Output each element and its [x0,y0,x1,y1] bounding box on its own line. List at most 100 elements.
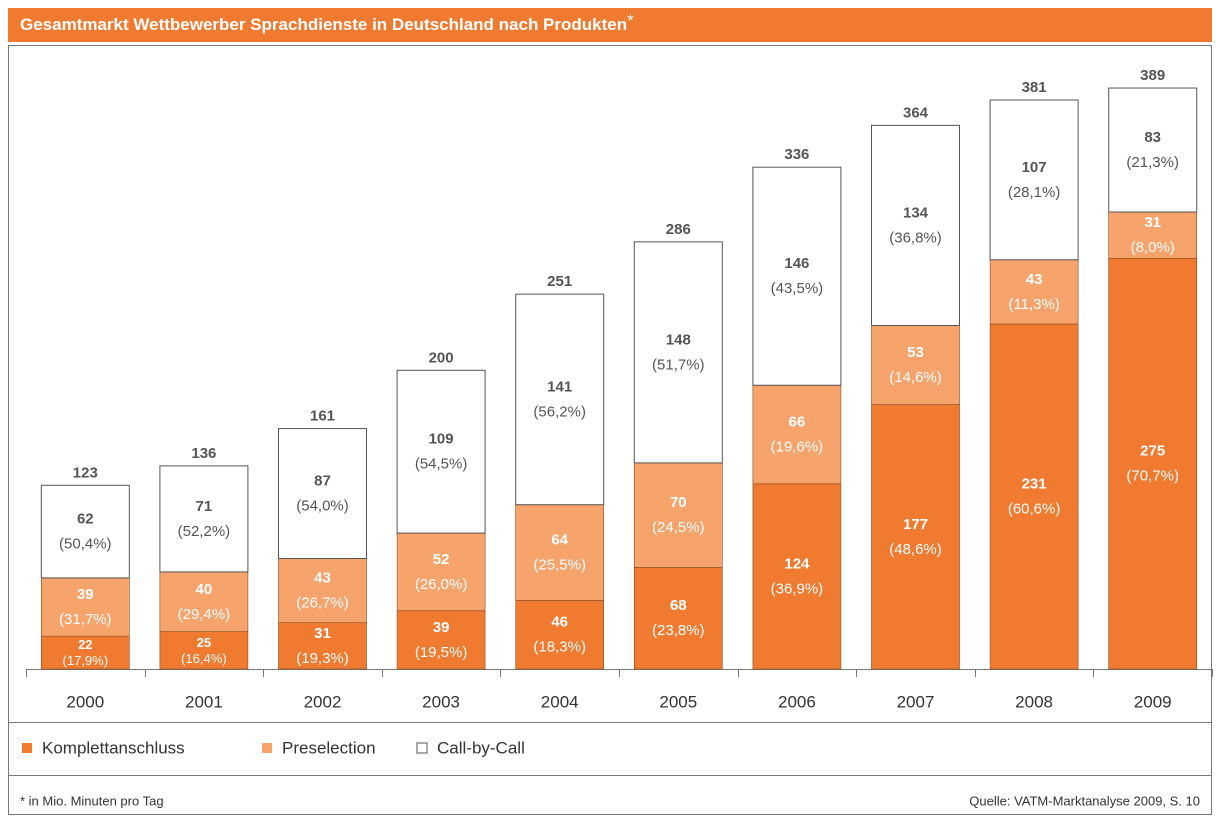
bar-segment [159,465,249,573]
percent-label: (25,5%) [533,556,586,573]
legend-swatch [22,743,32,753]
percent-label: (19,5%) [415,644,468,661]
percent-label: (51,7%) [652,356,705,373]
bar-segment [752,166,842,386]
percent-label: (56,2%) [533,403,586,420]
percent-label: (21,3%) [1126,154,1179,171]
bar-segment [989,323,1079,670]
bar-segment [159,571,249,632]
x-tick-label: 2009 [1134,692,1172,711]
bar-segment [515,599,605,670]
note: * in Mio. Minuten pro Tag [20,793,164,808]
x-tick-label: 2007 [897,692,935,711]
bar-segment [40,635,130,670]
frame [8,45,1212,815]
bar-segment [396,610,486,670]
value-label: 53 [907,344,924,361]
value-label: 146 [784,255,809,272]
value-label: 134 [903,204,929,221]
x-tick-label: 2000 [66,692,104,711]
total-label: 336 [784,146,809,163]
bar-segment [989,259,1079,325]
total-label: 161 [310,408,335,425]
bar-segment [752,483,842,670]
value-label: 231 [1022,475,1047,492]
total-label: 136 [191,445,216,462]
value-label: 40 [196,581,213,598]
bar-segment [633,241,723,464]
percent-label: (70,7%) [1126,468,1179,485]
bar-segment [396,532,486,612]
chart-title: Gesamtmarkt Wettbewerber Sprachdienste i… [20,15,627,34]
value-label: 68 [670,597,687,614]
value-label: 275 [1140,443,1165,460]
percent-label: (8,0%) [1131,239,1175,256]
total-label: 286 [666,221,691,238]
total-label: 364 [903,104,929,121]
percent-label: (50,4%) [59,536,112,553]
bar-segment [515,504,605,601]
bar-segment [278,558,367,624]
percent-label: (43,5%) [771,280,824,297]
value-label: 46 [551,614,568,631]
total-label: 200 [429,349,454,366]
x-tick-label: 2008 [1015,692,1053,711]
chart-title-group: Gesamtmarkt Wettbewerber Sprachdienste i… [20,11,634,34]
value-label: 107 [1022,159,1047,176]
x-tick-label: 2002 [304,692,342,711]
value-label: 62 [77,511,94,528]
value-label: 141 [547,378,572,395]
x-tick-label: 2003 [422,692,460,711]
value-label: 71 [196,498,213,515]
percent-label: (17,9%) [63,653,109,668]
legend-label: Call-by-Call [437,738,525,757]
legend-swatch [262,743,272,753]
value-label: 109 [429,431,454,448]
percent-label: (26,0%) [415,576,468,593]
percent-label: (36,8%) [889,229,942,246]
percent-label: (19,3%) [296,650,349,667]
x-tick-label: 2005 [659,692,697,711]
value-label: 64 [551,531,568,548]
bar-segment [871,404,960,670]
bar-segment [1108,211,1197,259]
percent-label: (19,6%) [771,438,824,455]
x-tick-label: 2004 [541,692,579,711]
value-label: 70 [670,494,687,511]
bar-segment [40,577,130,637]
value-label: 31 [314,625,331,642]
value-label: 43 [314,570,331,587]
x-tick-label: 2006 [778,692,816,711]
value-label: 25 [197,635,211,650]
percent-label: (16,4%) [181,651,227,666]
value-label: 124 [784,555,810,572]
title-bar [8,8,1212,42]
percent-label: (52,2%) [178,523,231,540]
value-label: 87 [314,472,331,489]
value-label: 177 [903,516,928,533]
percent-label: (18,3%) [533,639,586,656]
legend-swatch [416,742,428,754]
source: Quelle: VATM-Marktanalyse 2009, S. 10 [969,793,1200,808]
legend-label: Komplettanschluss [42,738,185,757]
title-marker: * [627,11,634,30]
bar-segment [1108,257,1197,670]
bar-segment [752,384,842,485]
value-label: 39 [433,619,450,636]
value-label: 52 [433,551,450,568]
bar-segment [989,99,1079,261]
percent-label: (29,4%) [178,606,231,623]
total-label: 389 [1140,67,1165,84]
value-label: 43 [1026,271,1043,288]
bar-segment [396,369,486,534]
bar-segment [1108,87,1198,213]
percent-label: (36,9%) [771,580,824,597]
percent-label: (11,3%) [1008,296,1059,313]
bar-segment [871,325,960,405]
percent-label: (54,5%) [415,456,468,473]
percent-label: (60,6%) [1008,500,1061,517]
bar-segment [278,428,367,559]
percent-label: (24,5%) [652,519,705,536]
bar-segment [633,462,723,568]
